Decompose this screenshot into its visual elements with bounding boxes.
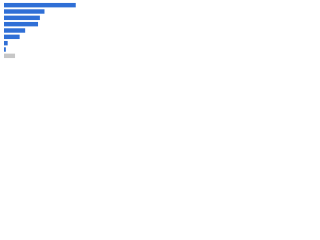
bar <box>4 15 40 21</box>
bar <box>4 21 39 27</box>
bar <box>4 28 26 33</box>
bar <box>4 40 8 46</box>
bar <box>4 2 76 8</box>
bar <box>4 53 16 59</box>
bar <box>4 9 45 14</box>
bar <box>4 34 20 40</box>
chart <box>4 2 76 59</box>
bar <box>4 47 6 52</box>
